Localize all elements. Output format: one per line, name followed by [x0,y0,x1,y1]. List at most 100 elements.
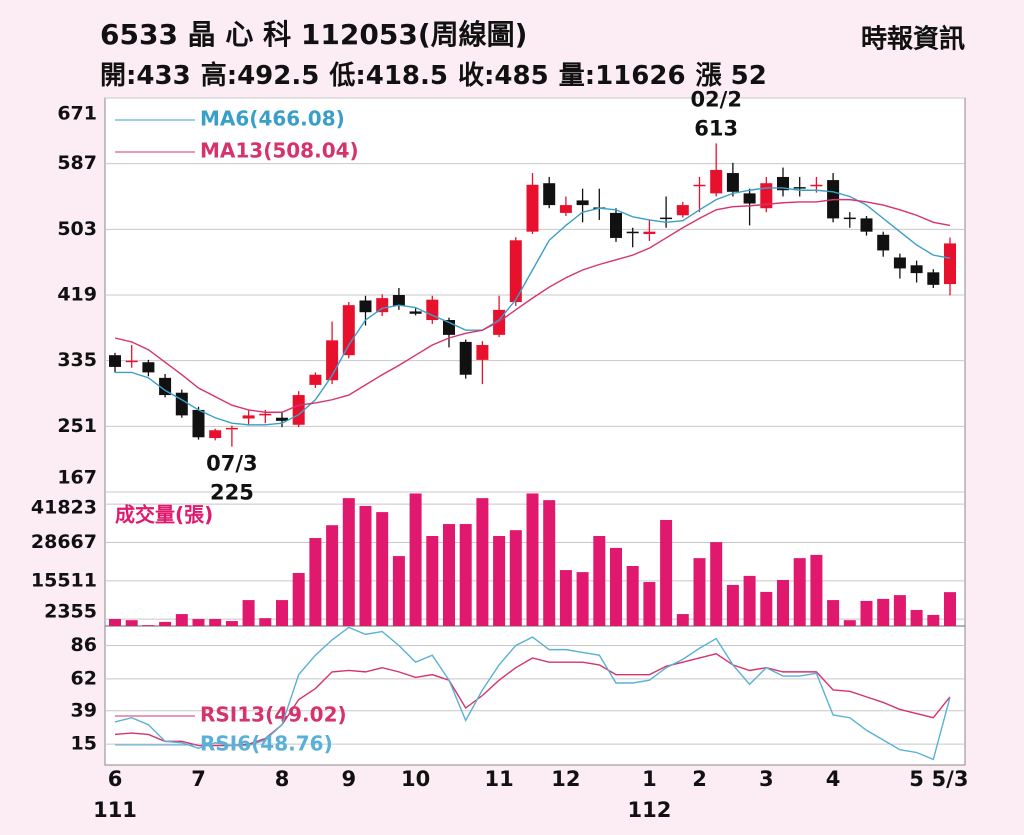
x-tick-label: 1 [642,767,657,791]
volume-bar [526,493,539,626]
x-tick-label: 5/3 [932,767,969,791]
y-tick-label: 587 [57,152,97,174]
candle-body [359,300,372,313]
volume-bar [125,620,138,626]
volume-bar [610,547,622,626]
legend-label: MA13(508.04) [200,139,359,163]
candle-body [927,272,940,285]
y-tick-label: 62 [71,667,97,689]
stats-line: 開:433 高:492.5 低:418.5 收:485 量:11626 漲 52 [100,60,767,91]
x-tick-label: 12 [551,767,580,791]
candle-body [276,417,288,421]
stat-label: 收: [458,61,494,91]
candle-body [710,169,723,194]
candle-body [944,243,956,285]
candle-body [175,392,188,416]
volume-bar [576,572,589,626]
volume-bar [242,600,255,626]
volume-bar [309,538,322,626]
candle-body [693,184,706,187]
y-tick-label: 41823 [31,497,97,519]
volume-bar [877,598,890,626]
candle-body [142,362,155,373]
x-tick-label: 4 [826,767,841,791]
volume-bar [726,584,739,626]
volume-bar [459,524,472,626]
title: 6533 晶 心 科 112053(周線圖) [100,18,527,51]
x-year-label: 111 [93,798,137,822]
stat-label: 低: [328,61,365,91]
candle-body [760,183,773,209]
volume-bar [426,535,439,626]
y-tick-label: 28667 [31,531,97,553]
candle-body [292,395,305,425]
candle-body [777,176,789,191]
stat-label: 高: [201,60,237,91]
candle-body [209,430,222,439]
x-year-label: 112 [627,798,671,822]
y-tick-label: 86 [71,634,97,656]
volume-bar [626,565,639,626]
stat-value: 418.5 [366,61,448,91]
volume-bar [493,535,506,626]
candle-body [242,415,255,419]
x-tick-label: 5 [909,767,924,791]
volume-bar [793,558,806,626]
volume-bar [259,618,272,626]
annotation-value: 613 [694,116,738,140]
candle-body [459,341,472,375]
stat-value: 485 [494,61,548,91]
annotation-date: 07/3 [206,452,258,476]
x-tick-label: 11 [484,767,513,791]
candle-body [676,205,689,216]
source: 時報資訊 [861,24,965,55]
volume-bar [409,493,422,626]
legend-label: RSI13(49.02) [200,703,347,727]
y-tick-label: 671 [57,103,97,125]
candle-body [526,184,539,232]
volume-bar [109,619,121,626]
series-line [114,198,951,413]
candle-body [660,217,673,220]
candle-body [877,234,890,251]
stat-label: 開: [100,61,136,91]
stat-label: 量: [559,61,595,91]
candle-body [476,345,489,360]
series-line [114,653,951,747]
candle-body [509,240,522,303]
candle-body [109,355,121,367]
stat-value: 52 [731,61,767,91]
candle-body [125,360,138,363]
volume-bar [559,570,572,626]
volume-bar [159,621,172,626]
volume-bar [342,498,355,626]
volume-bar [944,592,956,626]
y-tick-label: 251 [57,415,97,437]
y-tick-label: 15 [71,733,97,755]
candle-body [192,409,205,438]
y-tick-label: 167 [57,467,97,489]
volume-bar [443,524,455,626]
volume-bar [292,572,305,626]
volume-bar [276,600,288,626]
x-tick-label: 8 [275,767,290,791]
volume-bar [910,609,923,626]
volume-bar [326,525,339,626]
x-tick-label: 9 [341,767,356,791]
volume-bar [860,600,873,626]
volume-bar [843,620,856,626]
candle-body [726,173,739,192]
candle-body [910,265,923,274]
volume-bar [710,542,723,626]
volume-bar [777,579,789,626]
volume-bar [142,625,155,626]
candle-body [793,187,806,189]
volume-bar [893,595,906,626]
legend-label: RSI6(48.76) [200,732,333,756]
volume-bar [376,512,389,626]
volume-bar [509,530,522,626]
x-tick-label: 6 [108,767,123,791]
candle-body [576,200,589,206]
stat-value: 433 [136,61,190,91]
